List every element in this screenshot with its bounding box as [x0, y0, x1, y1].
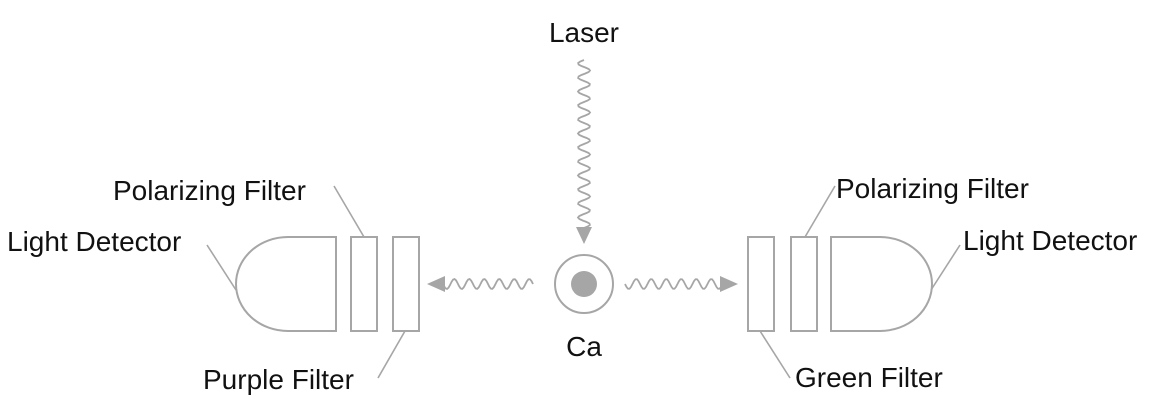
- left-polarizing-filter: [350, 236, 378, 332]
- laser-arrowhead: [576, 227, 592, 244]
- left-purple-filter: [392, 236, 420, 332]
- atom-nucleus: [571, 271, 597, 297]
- left-photon-arrowhead: [427, 276, 445, 292]
- right-polarizing-filter-leader: [804, 185, 836, 238]
- left-apparatus: [235, 236, 420, 332]
- right-apparatus: [747, 236, 933, 332]
- right-polarizing-filter: [790, 236, 818, 332]
- right-photon-wave: [624, 278, 722, 290]
- right-light-detector-leader: [930, 244, 961, 291]
- right-photon-arrowhead: [720, 276, 738, 292]
- left-light-detector-label: Light Detector: [7, 226, 181, 257]
- left-polarizing-filter-label: Polarizing Filter: [113, 175, 306, 206]
- atom-label: Ca: [566, 331, 602, 362]
- right-light-detector: [830, 236, 933, 332]
- left-purple-filter-leader: [377, 330, 406, 379]
- right-green-filter-leader: [759, 330, 791, 379]
- laser-label: Laser: [549, 17, 619, 48]
- calcium-atom: [554, 254, 614, 314]
- left-light-detector: [235, 236, 337, 332]
- laser-beam-wave: [576, 59, 592, 229]
- right-green-filter-label: Green Filter: [795, 362, 943, 393]
- right-green-filter: [747, 236, 775, 332]
- left-purple-filter-label: Purple Filter: [203, 364, 354, 395]
- right-light-detector-label: Light Detector: [963, 225, 1137, 256]
- left-polarizing-filter-leader: [333, 185, 365, 238]
- left-light-detector-leader: [206, 244, 237, 291]
- atom-outer-ring: [554, 254, 614, 314]
- right-polarizing-filter-label: Polarizing Filter: [836, 173, 1029, 204]
- left-photon-wave: [443, 278, 534, 291]
